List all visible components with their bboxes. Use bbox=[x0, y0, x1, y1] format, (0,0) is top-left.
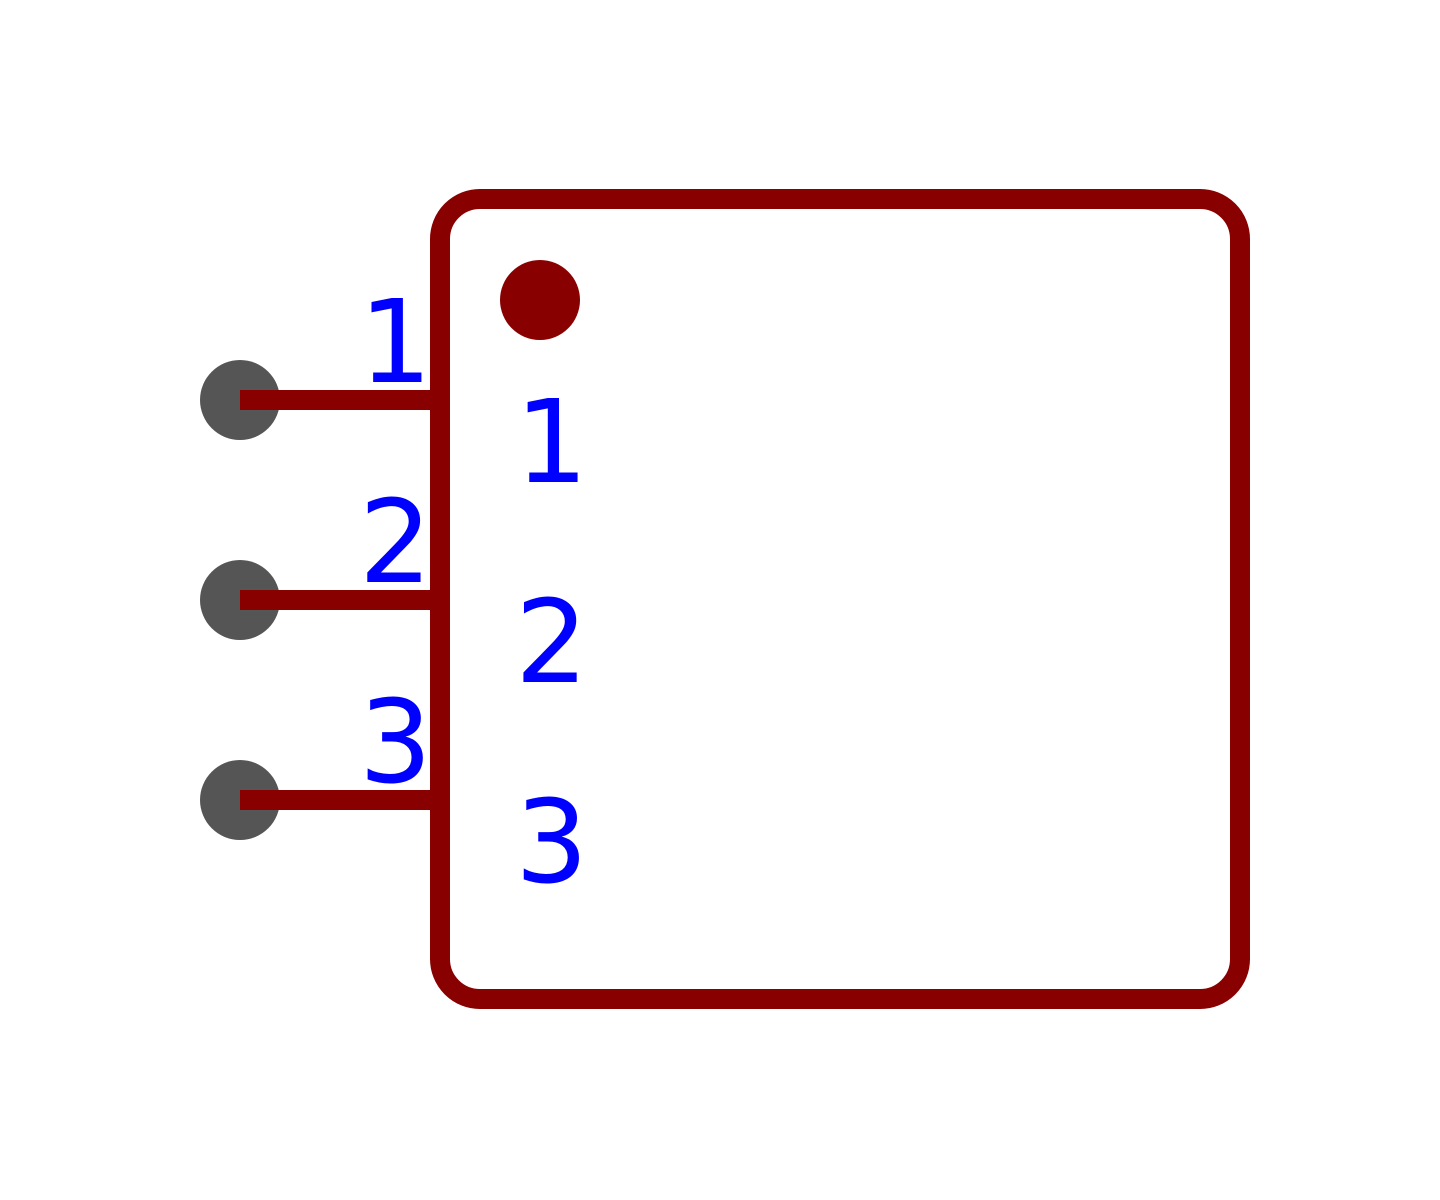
pin-1[interactable]: 1 1 bbox=[200, 276, 588, 510]
pin-3[interactable]: 3 3 bbox=[200, 676, 588, 910]
pin-1-number: 1 bbox=[359, 276, 432, 410]
pin-2-name: 2 bbox=[515, 576, 588, 710]
pin-2-number: 2 bbox=[359, 476, 432, 610]
pin-2[interactable]: 2 2 bbox=[200, 476, 588, 710]
pin-1-name: 1 bbox=[515, 376, 588, 510]
pin-3-name: 3 bbox=[515, 776, 588, 910]
pin-3-number: 3 bbox=[359, 676, 432, 810]
component-body[interactable] bbox=[430, 189, 1250, 1009]
pin1-marker-dot bbox=[500, 260, 580, 340]
